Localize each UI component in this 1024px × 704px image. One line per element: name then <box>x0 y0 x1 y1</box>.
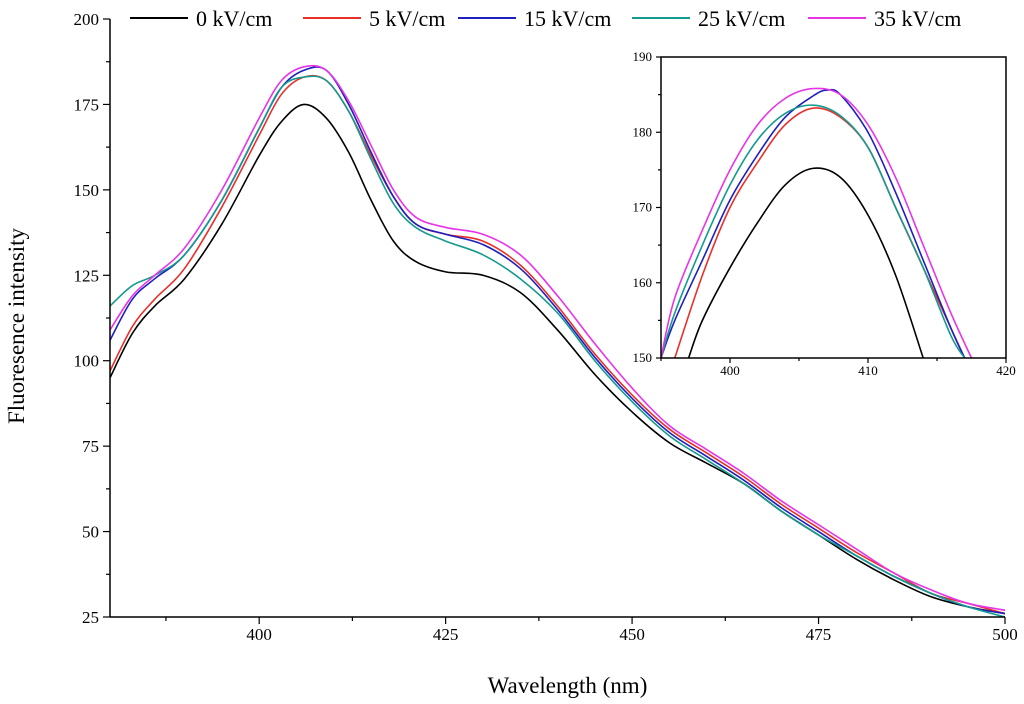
main-y-tick-label: 100 <box>74 352 100 371</box>
main-series-group <box>110 64 1005 617</box>
x-axis-title: Wavelength (nm) <box>488 673 648 698</box>
legend-label: 35 kV/cm <box>874 6 961 31</box>
main-x-tick-label: 400 <box>246 625 272 644</box>
legend-item-0-kv-cm: 0 kV/cm <box>130 6 272 31</box>
inset-y-tick-label: 160 <box>633 275 653 290</box>
inset-x-tick-label: 420 <box>996 363 1016 378</box>
main-y-tick-label: 175 <box>74 95 100 114</box>
main-series-25-kv-cm <box>110 75 1005 617</box>
main-y-tick-label: 75 <box>82 437 99 456</box>
inset-series-15-kv-cm <box>661 88 966 358</box>
main-plot: 400 425 450 475 500 25 50 75 100 125 150 175 200 Wave… <box>4 10 1018 698</box>
main-y-tick-label: 125 <box>74 266 100 285</box>
inset-series-group <box>661 87 973 358</box>
legend-label: 15 kV/cm <box>524 6 611 31</box>
inset-plot: 400 410 420 150 160 170 180 190 <box>633 49 1016 378</box>
inset-series-35-kv-cm <box>661 87 973 358</box>
main-series-5-kv-cm <box>110 74 1005 615</box>
inset-series-5-kv-cm <box>674 107 966 358</box>
inset-y-tick-label: 180 <box>633 124 653 139</box>
legend-label: 25 kV/cm <box>698 6 785 31</box>
legend-label: 5 kV/cm <box>369 6 445 31</box>
main-x-tick-label: 500 <box>992 625 1018 644</box>
main-y-tick-label: 200 <box>74 10 100 29</box>
inset-series-25-kv-cm <box>661 104 966 358</box>
main-y-tick-label: 25 <box>82 608 99 627</box>
inset-series-0-kv-cm <box>687 167 924 358</box>
main-series-15-kv-cm <box>110 66 1005 615</box>
main-y-tick-label: 50 <box>82 523 99 542</box>
main-series-35-kv-cm <box>110 64 1005 611</box>
legend-item-25-kv-cm: 25 kV/cm <box>632 6 785 31</box>
main-x-tick-label: 425 <box>433 625 459 644</box>
legend-item-15-kv-cm: 15 kV/cm <box>458 6 611 31</box>
main-y-tick-label: 150 <box>74 181 100 200</box>
legend: 0 kV/cm 5 kV/cm 15 kV/cm 25 kV/cm 35 kV/cm <box>130 6 961 31</box>
inset-y-tick-label: 190 <box>633 49 653 64</box>
legend-label: 0 kV/cm <box>196 6 272 31</box>
inset-y-tick-label: 150 <box>633 350 653 365</box>
inset-x-tick-label: 410 <box>858 363 878 378</box>
legend-item-35-kv-cm: 35 kV/cm <box>808 6 961 31</box>
legend-item-5-kv-cm: 5 kV/cm <box>303 6 445 31</box>
main-x-tick-label: 475 <box>806 625 832 644</box>
y-axis-title: Fluoresence intensity <box>4 227 29 424</box>
inset-y-tick-label: 170 <box>633 200 653 215</box>
inset-x-tick-label: 400 <box>720 363 740 378</box>
main-x-tick-label: 450 <box>619 625 645 644</box>
main-series-0-kv-cm <box>110 103 1005 615</box>
